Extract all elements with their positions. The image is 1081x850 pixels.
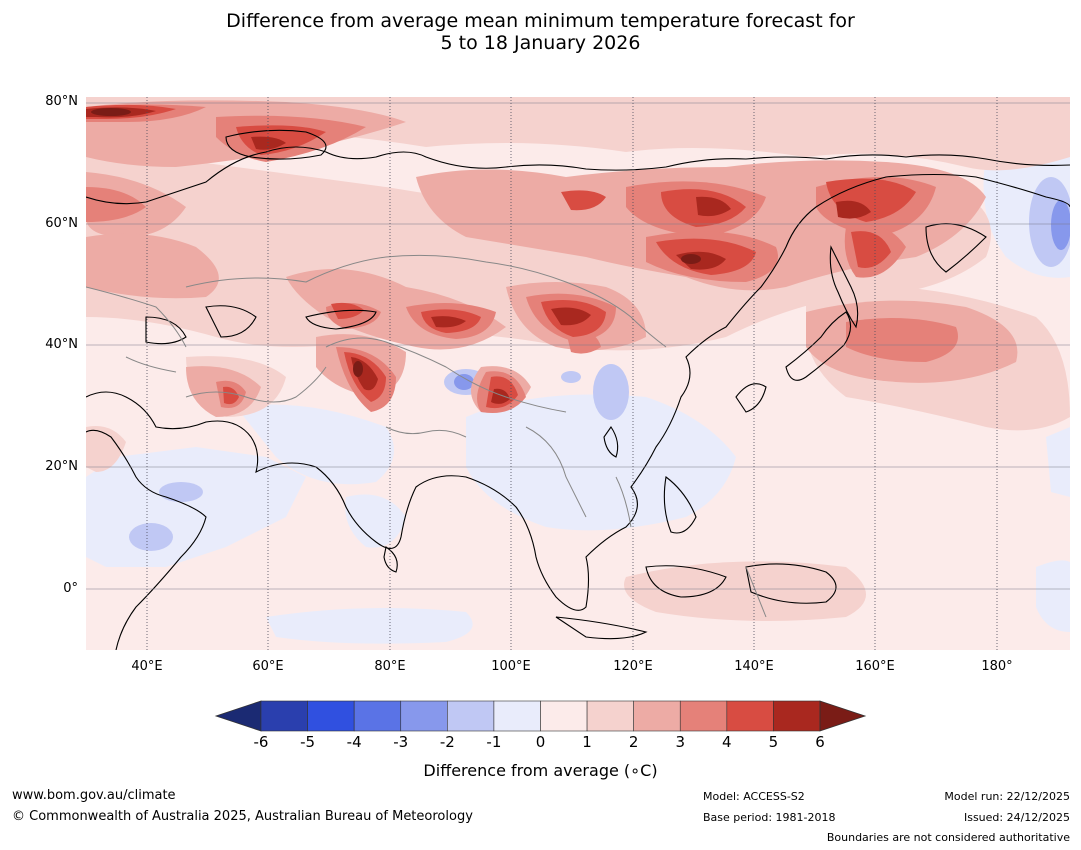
colorbar-swatch <box>679 700 728 732</box>
title-line-2: 5 to 18 January 2026 <box>440 32 641 54</box>
footer-website[interactable]: www.bom.gov.au/climate <box>12 788 176 803</box>
colorbar-tick-label: 1 <box>582 733 592 751</box>
colorbar-tick-label: -2 <box>439 733 455 751</box>
lon-label-100e: 100°E <box>491 659 531 674</box>
lon-label-160e: 160°E <box>855 659 895 674</box>
lat-label-60n: 60°N <box>45 216 78 231</box>
moderate-cool-regions <box>129 177 1070 551</box>
lat-label-0: 0° <box>63 581 78 596</box>
colorbar-swatch <box>447 700 495 732</box>
lon-label-40e: 40°E <box>131 659 163 674</box>
colorbar-tick-label: -1 <box>486 733 502 751</box>
lon-label-80e: 80°E <box>374 659 406 674</box>
meridians <box>146 97 998 650</box>
colorbar-swatch <box>773 700 821 732</box>
colorbar-label: Difference from average (∘C) <box>423 761 658 780</box>
colorbar-swatch <box>260 700 308 732</box>
colorbar-tick-label: -3 <box>393 733 409 751</box>
colorbar-tick-label: 6 <box>815 733 825 751</box>
forecast-map <box>86 97 1070 650</box>
title-line-1: Difference from average mean minimum tem… <box>226 10 855 32</box>
forecast-map-canvas <box>86 97 1070 650</box>
footer-model: Model: ACCESS-S2 <box>703 790 805 803</box>
colorbar-swatch <box>307 700 355 732</box>
graticule <box>86 102 1070 590</box>
strong-cool-regions <box>454 200 1070 390</box>
colorbar-extend-high <box>819 700 867 732</box>
map-title: Difference from average mean minimum tem… <box>0 10 1081 54</box>
colorbar-swatch <box>586 700 634 732</box>
footer-base-period: Base period: 1981-2018 <box>703 811 836 824</box>
country-boundaries <box>86 254 767 618</box>
lon-label-60e: 60°E <box>252 659 284 674</box>
lat-label-40n: 40°N <box>45 337 78 352</box>
footer-model-run: Model run: 22/12/2025 <box>944 790 1070 803</box>
colorbar-tick-label: 2 <box>628 733 639 751</box>
footer-disclaimer: Boundaries are not considered authoritat… <box>826 831 1070 844</box>
warm-extreme-regions <box>91 108 701 377</box>
colorbar-tick-label: 3 <box>675 733 686 751</box>
colorbar-swatch <box>633 700 681 732</box>
colorbar-tick-label: -4 <box>346 733 362 751</box>
cool-anomaly-regions <box>86 152 1070 644</box>
colorbar-tick-label: -5 <box>300 733 316 751</box>
colorbar-tick-label: -6 <box>253 733 269 751</box>
lon-label-120e: 120°E <box>613 659 653 674</box>
footer-issued: Issued: 24/12/2025 <box>963 811 1070 824</box>
colorbar-swatch <box>400 700 448 732</box>
lon-label-140e: 140°E <box>734 659 774 674</box>
colorbar-swatch <box>726 700 774 732</box>
colorbar-tick-label: 5 <box>768 733 779 751</box>
lat-label-80n: 80°N <box>45 94 78 109</box>
colorbar-tick-label: 0 <box>535 733 546 751</box>
colorbar-extend-low <box>214 700 262 732</box>
lon-label-180: 180° <box>981 659 1013 674</box>
lat-label-20n: 20°N <box>45 459 78 474</box>
colorbar-swatches <box>214 700 867 732</box>
footer-copyright: © Commonwealth of Australia 2025, Austra… <box>12 809 473 824</box>
colorbar-swatch <box>540 700 588 732</box>
colorbar-swatch <box>353 700 402 732</box>
colorbar-swatch <box>493 700 541 732</box>
colorbar-tick-label: 4 <box>722 733 732 751</box>
